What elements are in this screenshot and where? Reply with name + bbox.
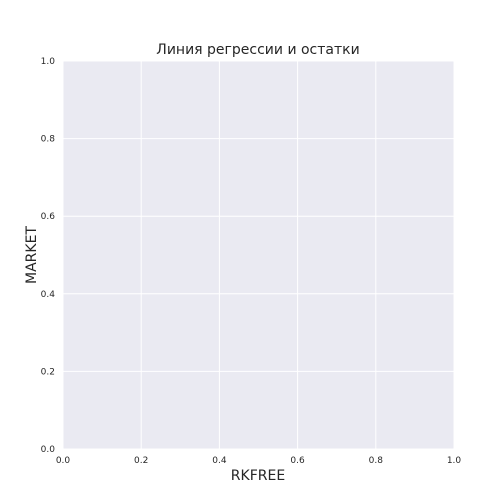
y-axis-ticks: 0.0 0.2 0.4 0.6 0.8 1.0 [41,57,56,455]
y-tick-label: 0.4 [41,290,56,300]
y-axis-label: MARKET [24,226,40,284]
x-tick-label: 1.0 [447,456,462,466]
grid [62,60,455,450]
y-tick-label: 0.6 [41,212,56,222]
x-tick-label: 0.4 [212,456,227,466]
x-axis-label: RKFREE [231,468,285,484]
y-tick-label: 0.2 [41,367,55,377]
x-tick-label: 0.8 [369,456,384,466]
y-tick-label: 0.8 [41,135,56,145]
x-tick-label: 0.6 [290,456,305,466]
x-tick-label: 0.2 [134,456,148,466]
chart-title: Линия регрессии и остатки [156,42,359,58]
plot-area [63,61,454,449]
y-tick-label: 0.0 [41,445,56,455]
y-tick-label: 1.0 [41,57,56,67]
x-axis-ticks: 0.0 0.2 0.4 0.6 0.8 1.0 [56,456,462,466]
x-tick-label: 0.0 [56,456,71,466]
